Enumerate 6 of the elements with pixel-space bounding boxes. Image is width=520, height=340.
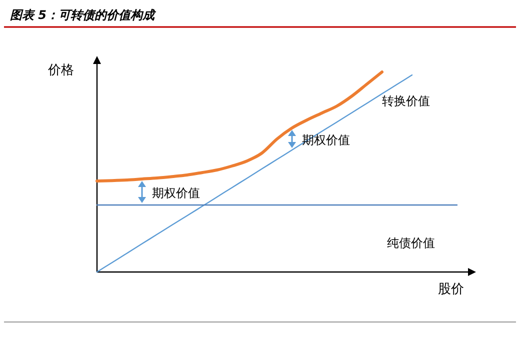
x-axis-title: 股价 bbox=[438, 282, 464, 297]
y-axis-title: 价格 bbox=[47, 63, 74, 78]
series-label: 转换价值 bbox=[382, 94, 430, 108]
text: 纯债价值 bbox=[387, 236, 435, 250]
chart-title: 图表 5：可转债的价值构成 bbox=[10, 8, 157, 22]
annotation: 期权价值 bbox=[152, 186, 200, 200]
